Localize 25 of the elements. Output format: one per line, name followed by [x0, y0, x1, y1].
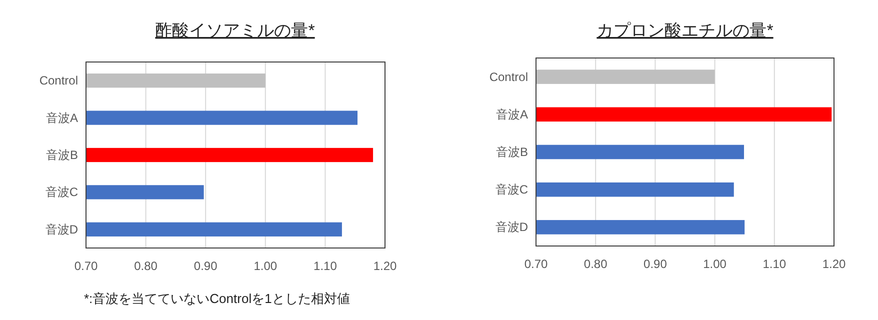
- y-tick-label: 音波C: [495, 182, 528, 197]
- x-tick-label: 0.80: [584, 257, 608, 271]
- x-tick-label: 1.20: [373, 259, 397, 273]
- x-tick-label: 0.80: [134, 259, 158, 273]
- y-tick-label: 音波A: [496, 107, 528, 122]
- x-tick-label: 1.10: [762, 257, 786, 271]
- y-tick-label: 音波B: [46, 148, 78, 162]
- x-tick-label: 0.70: [524, 257, 548, 271]
- chart-title: 酢酸イソアミルの量*: [155, 21, 316, 40]
- x-tick-label: 0.70: [74, 259, 98, 273]
- text: *:音波を当てていないControlを1とした相対値: [84, 291, 350, 306]
- x-tick-label: 1.00: [254, 259, 278, 273]
- y-tick-label: 音波A: [46, 110, 78, 125]
- x-tick-label: 0.90: [194, 259, 218, 273]
- x-tick-label: 0.90: [644, 257, 668, 271]
- x-tick-label: 1.20: [822, 257, 846, 271]
- x-tick-label: 1.00: [703, 257, 727, 271]
- y-tick-label: Control: [39, 74, 78, 88]
- y-tick-label: 音波D: [45, 222, 78, 236]
- chart-title: カプロン酸エチルの量*: [596, 21, 774, 40]
- y-tick-label: Control: [489, 70, 528, 84]
- x-tick-label: 1.10: [314, 259, 338, 273]
- y-tick-label: 音波C: [45, 185, 78, 200]
- y-tick-label: 音波D: [495, 220, 528, 234]
- y-tick-label: 音波B: [496, 145, 528, 159]
